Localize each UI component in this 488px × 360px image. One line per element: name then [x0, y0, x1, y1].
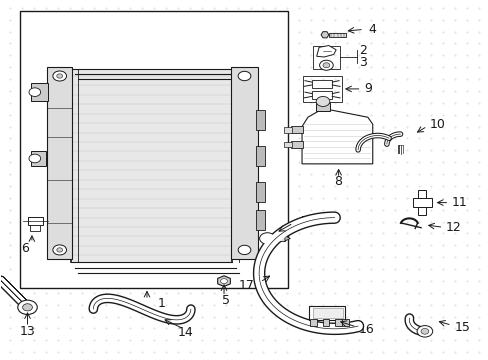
- Polygon shape: [302, 110, 372, 164]
- Bar: [328, 33, 345, 37]
- Circle shape: [238, 71, 250, 81]
- Bar: [308, 306, 345, 320]
- Circle shape: [22, 304, 32, 311]
- Bar: [47, 67, 72, 259]
- Text: 9: 9: [363, 82, 371, 95]
- Bar: [334, 319, 341, 326]
- Text: 16: 16: [358, 323, 374, 336]
- Bar: [312, 308, 342, 318]
- Circle shape: [29, 88, 41, 96]
- Text: 5: 5: [222, 294, 229, 307]
- Bar: [283, 127, 292, 133]
- Bar: [20, 12, 288, 288]
- Bar: [283, 141, 292, 147]
- Bar: [31, 83, 48, 101]
- Text: 15: 15: [453, 321, 469, 334]
- Bar: [256, 182, 264, 202]
- Circle shape: [57, 248, 62, 252]
- Circle shape: [319, 60, 332, 70]
- Bar: [322, 319, 329, 326]
- Bar: [311, 91, 331, 99]
- Text: 17: 17: [238, 279, 254, 292]
- Circle shape: [18, 300, 37, 315]
- Polygon shape: [217, 276, 230, 287]
- Text: 14: 14: [178, 326, 193, 339]
- Text: 3: 3: [358, 56, 366, 69]
- Bar: [256, 211, 264, 230]
- Bar: [291, 126, 303, 134]
- Circle shape: [420, 328, 428, 334]
- Bar: [291, 140, 303, 148]
- Polygon shape: [316, 45, 335, 57]
- Bar: [312, 45, 339, 69]
- Bar: [417, 190, 426, 198]
- Bar: [341, 319, 348, 326]
- Text: 13: 13: [20, 325, 35, 338]
- Bar: [417, 207, 426, 215]
- Bar: [311, 80, 331, 88]
- Circle shape: [29, 154, 41, 163]
- Polygon shape: [285, 236, 290, 241]
- Circle shape: [323, 63, 329, 68]
- Bar: [315, 103, 330, 111]
- Circle shape: [316, 96, 329, 107]
- Bar: [412, 198, 431, 207]
- Text: 8: 8: [334, 175, 342, 188]
- Text: 2: 2: [358, 44, 366, 57]
- Circle shape: [53, 245, 66, 255]
- Bar: [27, 217, 43, 225]
- Text: 7: 7: [300, 215, 308, 228]
- Circle shape: [259, 233, 275, 244]
- Text: 11: 11: [451, 196, 467, 209]
- Polygon shape: [321, 32, 328, 38]
- Bar: [256, 146, 264, 166]
- Text: 10: 10: [429, 118, 445, 131]
- Circle shape: [57, 74, 62, 78]
- Text: 12: 12: [445, 221, 461, 234]
- Circle shape: [238, 245, 250, 255]
- Text: 1: 1: [157, 297, 165, 310]
- Text: 4: 4: [368, 23, 376, 36]
- Bar: [231, 67, 258, 259]
- Bar: [272, 236, 285, 241]
- Circle shape: [220, 279, 227, 284]
- Circle shape: [53, 71, 66, 81]
- Bar: [310, 319, 317, 326]
- Text: 6: 6: [21, 242, 29, 255]
- Bar: [256, 110, 264, 130]
- Bar: [30, 225, 40, 230]
- Circle shape: [416, 325, 432, 337]
- Bar: [303, 76, 341, 102]
- Bar: [31, 151, 45, 166]
- Bar: [71, 69, 232, 262]
